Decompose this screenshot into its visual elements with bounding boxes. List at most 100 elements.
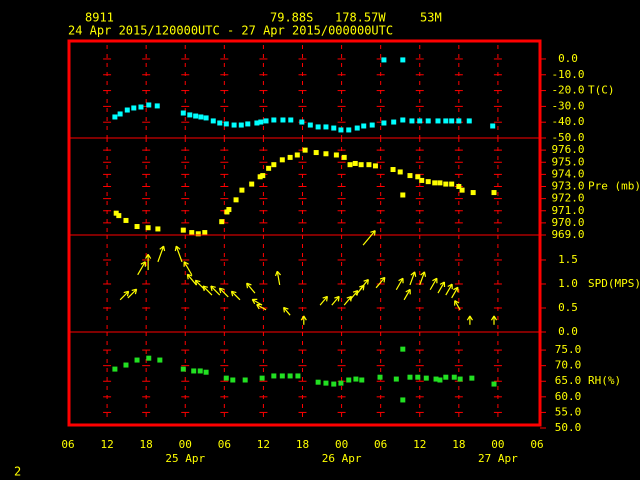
arrow-stroke (429, 277, 438, 291)
arrow-stroke (210, 285, 213, 292)
data-point (116, 213, 122, 219)
date-label: 27 Apr (478, 452, 518, 465)
x-tick-label: 18 (452, 438, 465, 451)
arrow-stroke (362, 285, 365, 291)
data-point (400, 192, 406, 198)
data-point (223, 121, 229, 127)
wind-arrow (409, 271, 417, 286)
y-tick-label: 975.0 (551, 155, 584, 168)
x-tick-label: 06 (374, 438, 387, 451)
data-point (279, 373, 285, 379)
data-point (271, 117, 277, 123)
x-tick-label: 06 (218, 438, 231, 451)
arrow-stroke (202, 285, 209, 288)
y-tick-label: -40.0 (551, 115, 584, 128)
data-point (423, 375, 429, 381)
wind-arrow (183, 261, 193, 276)
station-id: 8911 (85, 11, 114, 25)
data-point (415, 174, 421, 180)
x-tick-label: 12 (413, 438, 426, 451)
data-point (295, 373, 301, 379)
data-point (346, 127, 352, 133)
y-tick-label: 60.0 (555, 390, 582, 403)
data-point (189, 230, 195, 236)
x-tick-label: 06 (61, 438, 74, 451)
data-point (490, 123, 496, 129)
data-point (449, 118, 455, 124)
data-point (307, 122, 313, 128)
y-tick-label: 55.0 (555, 405, 582, 418)
wind-arrow (454, 300, 461, 311)
data-point (331, 125, 337, 131)
data-point (397, 169, 403, 175)
elevation: 53M (420, 11, 442, 25)
data-point (459, 187, 465, 193)
data-point (231, 122, 237, 128)
arrow-stroke (398, 277, 404, 282)
data-point (203, 369, 209, 375)
y-tick-label: 75.0 (555, 343, 582, 356)
arrow-stroke (183, 261, 193, 276)
data-point (313, 150, 319, 156)
arrow-stroke (218, 288, 222, 294)
data-point (280, 117, 286, 123)
y-tick-label: 50.0 (555, 421, 582, 434)
data-point (346, 377, 352, 383)
wind-arrow (451, 286, 459, 299)
arrow-stroke (195, 279, 201, 283)
arrow-stroke (131, 288, 137, 292)
y-tick-label: 0.0 (558, 52, 578, 65)
y-tick-label: 976.0 (551, 143, 584, 156)
data-point (302, 147, 308, 153)
data-point (230, 377, 236, 383)
data-point (242, 377, 248, 383)
data-point (409, 118, 415, 124)
arrow-stroke (145, 254, 149, 259)
data-point (443, 181, 449, 187)
arrow-stroke (437, 281, 445, 294)
data-point (391, 119, 397, 125)
arrow-stroke (119, 290, 130, 301)
data-point (271, 373, 277, 379)
wind-arrow (490, 315, 498, 325)
data-point (361, 123, 367, 129)
data-point (287, 373, 293, 379)
arrow-stroke (183, 261, 189, 265)
arrow-stroke (490, 315, 495, 321)
data-point (443, 374, 449, 380)
arrow-stroke (187, 273, 193, 277)
x-tick-label: 06 (530, 438, 543, 451)
data-point (157, 357, 163, 363)
data-point (233, 197, 239, 203)
data-point (180, 227, 186, 233)
y-tick-label: -30.0 (551, 99, 584, 112)
data-point (381, 57, 387, 63)
x-tick-label: 12 (257, 438, 270, 451)
data-point (323, 380, 329, 386)
data-point (254, 120, 260, 126)
data-point (117, 111, 123, 117)
arrow-stroke (379, 276, 385, 280)
arrow-stroke (451, 286, 459, 299)
data-point (358, 162, 364, 168)
y-tick-label: 70.0 (555, 359, 582, 372)
arrow-stroke (276, 271, 281, 286)
arrow-stroke (366, 279, 369, 285)
arrow-stroke (337, 296, 340, 302)
date-label: 26 Apr (322, 452, 362, 465)
data-point (145, 225, 151, 231)
data-point (187, 112, 193, 118)
y-axis-label: T(C) (588, 84, 615, 97)
arrow-stroke (466, 315, 471, 321)
arrow-stroke (469, 315, 473, 321)
data-point (381, 120, 387, 126)
y-axis-label: Pre (mb) (588, 180, 640, 193)
data-point (180, 110, 186, 116)
data-point (266, 165, 272, 171)
arrow-stroke (414, 271, 417, 277)
data-point (198, 114, 204, 120)
data-point (219, 219, 225, 225)
longitude: 178.57W (335, 11, 386, 25)
x-tick-label: 18 (140, 438, 153, 451)
data-point (435, 118, 441, 124)
